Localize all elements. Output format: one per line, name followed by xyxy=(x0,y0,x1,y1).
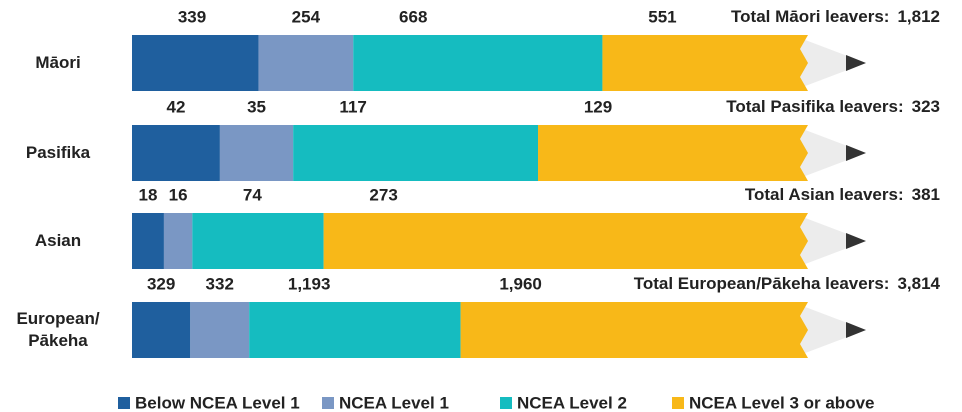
value-label: 129 xyxy=(584,97,612,116)
legend-label: NCEA Level 2 xyxy=(517,393,627,412)
total-text: Total Pasifika leavers: xyxy=(726,97,903,116)
category-label: Māori xyxy=(35,53,81,72)
total-label: Total Pasifika leavers: 323 xyxy=(726,97,940,116)
bar-segment xyxy=(538,125,808,181)
bar-segment xyxy=(323,213,808,269)
bar-segment xyxy=(602,35,808,91)
pencil-lead xyxy=(846,145,866,161)
total-text: Total Māori leavers: xyxy=(731,7,889,26)
value-label: 332 xyxy=(206,274,234,293)
total-label: Total Māori leavers: 1,812 xyxy=(731,7,940,26)
bar-segment xyxy=(132,125,220,181)
bar-segment xyxy=(293,125,539,181)
category-label-box: Māori xyxy=(35,53,81,72)
category-label: European/ Pākeha xyxy=(16,309,100,350)
value-label: 254 xyxy=(292,7,321,26)
bar-segment xyxy=(460,302,808,358)
total-text: Total Asian leavers: xyxy=(745,185,904,204)
bar-segment xyxy=(258,35,354,91)
bar-segment xyxy=(132,213,164,269)
bar-segment xyxy=(192,213,324,269)
legend-swatch xyxy=(500,397,512,409)
value-label: 1,960 xyxy=(499,274,542,293)
pencil-tip xyxy=(800,38,866,88)
pencil-lead xyxy=(846,322,866,338)
bar-segment xyxy=(353,35,603,91)
value-label: 1,193 xyxy=(288,274,331,293)
total-label: Total Asian leavers: 381 xyxy=(745,185,940,204)
total-text: Total European/Pākeha leavers: xyxy=(634,274,890,293)
pencil-lead xyxy=(846,55,866,71)
value-label: 74 xyxy=(243,185,262,204)
value-label: 42 xyxy=(166,97,185,116)
bar-segment xyxy=(163,213,193,269)
bar-segment xyxy=(132,35,259,91)
bar-segment xyxy=(190,302,250,358)
pencil-tip xyxy=(800,305,866,355)
pencil-tip xyxy=(800,128,866,178)
value-label: 668 xyxy=(399,7,427,26)
total-value: 3,814 xyxy=(897,274,940,293)
pencil-lead xyxy=(846,233,866,249)
legend-swatch xyxy=(118,397,130,409)
value-label: 339 xyxy=(178,7,206,26)
bar-segment xyxy=(132,302,191,358)
total-value: 323 xyxy=(912,97,940,116)
category-label-box: European/ Pākeha xyxy=(16,309,100,350)
legend-label: NCEA Level 3 or above xyxy=(689,393,875,412)
category-label-box: Asian xyxy=(34,231,82,250)
category-label: Asian xyxy=(34,231,82,250)
value-label: 35 xyxy=(247,97,266,116)
category-label-box: Pasifika xyxy=(25,143,91,162)
total-label: Total European/Pākeha leavers: 3,814 xyxy=(634,274,941,293)
value-label: 273 xyxy=(369,185,397,204)
legend-swatch xyxy=(672,397,684,409)
legend-label: Below NCEA Level 1 xyxy=(135,393,300,412)
category-label: Pasifika xyxy=(25,143,91,162)
bar-segment xyxy=(219,125,294,181)
legend-swatch xyxy=(322,397,334,409)
total-value: 381 xyxy=(912,185,940,204)
value-label: 18 xyxy=(139,185,158,204)
value-label: 16 xyxy=(169,185,188,204)
legend-label: NCEA Level 1 xyxy=(339,393,449,412)
bar-segment xyxy=(249,302,461,358)
pencil-tip xyxy=(800,216,866,266)
total-value: 1,812 xyxy=(897,7,940,26)
value-label: 551 xyxy=(648,7,676,26)
value-label: 329 xyxy=(147,274,175,293)
value-label: 117 xyxy=(339,97,366,116)
